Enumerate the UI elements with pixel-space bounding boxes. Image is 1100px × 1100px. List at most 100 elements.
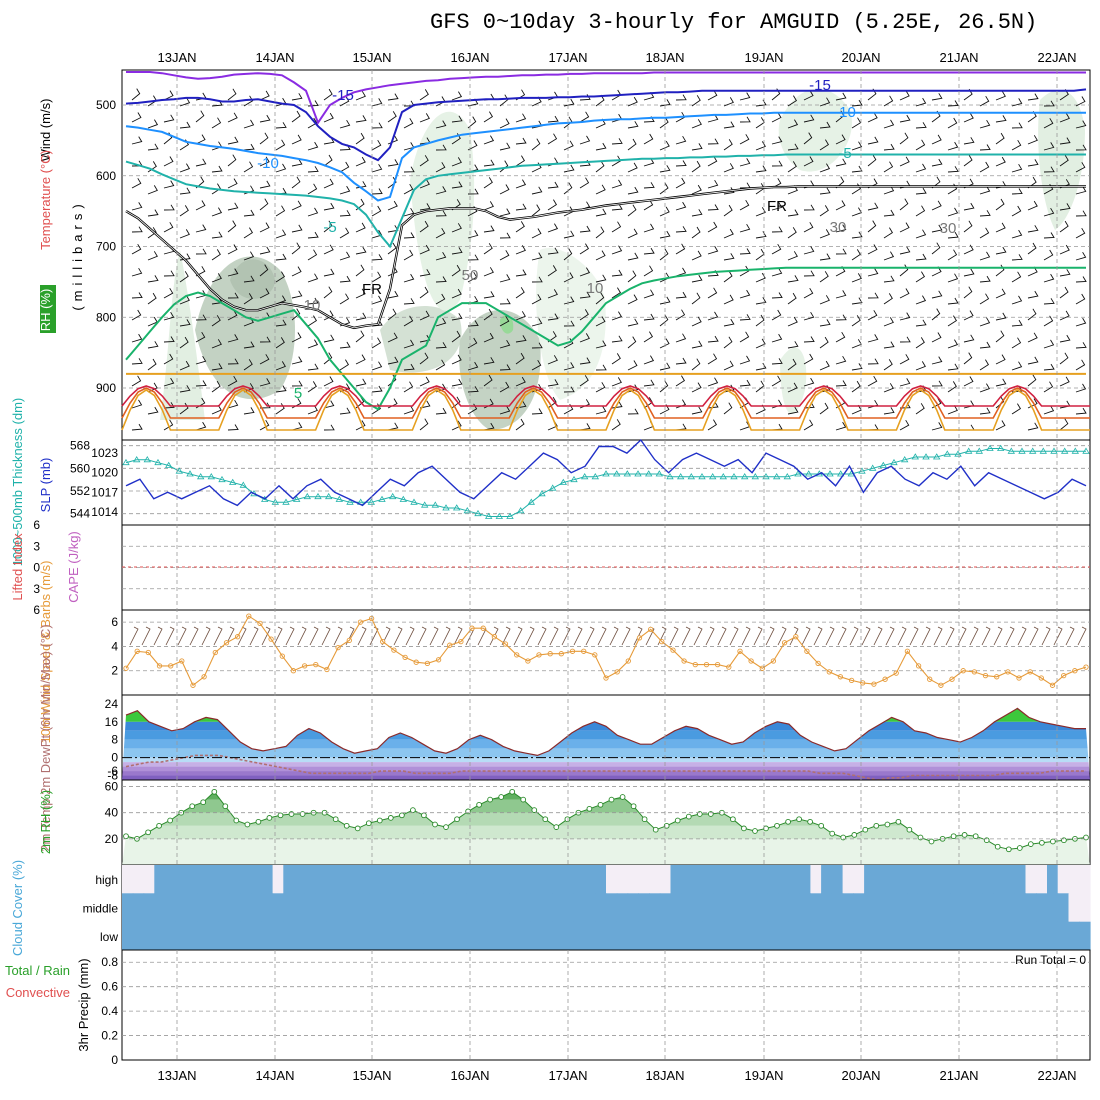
top-date-label: 20JAN xyxy=(841,50,880,65)
pressure-tick-label: 600 xyxy=(96,169,116,183)
wind-barb xyxy=(259,156,270,167)
wind-barb xyxy=(691,340,703,349)
bottom-date-label: 15JAN xyxy=(352,1068,391,1083)
wind-barb xyxy=(179,319,191,327)
wind-barb xyxy=(835,331,846,343)
cloud-cell xyxy=(390,893,403,923)
wind-barb xyxy=(883,383,894,393)
wind-barb xyxy=(851,273,862,283)
upper-air-gridlines xyxy=(122,104,1090,389)
wind-barb xyxy=(419,400,431,409)
cloud-cell xyxy=(1025,921,1037,951)
rh-point xyxy=(829,830,836,837)
cloud-cell xyxy=(390,921,403,951)
wind-barb xyxy=(259,132,269,145)
cloud-cell xyxy=(573,893,586,923)
wind-10m-barb xyxy=(729,626,739,646)
wind-barb xyxy=(195,200,206,211)
wind-barb xyxy=(819,295,830,305)
wind-barb xyxy=(995,396,1005,409)
bottom-date-axis: 13JAN 14JAN 15JAN 16JAN 17JAN 18JAN 19JAN 20JAN… xyxy=(157,1068,1076,1083)
cloud-cell xyxy=(692,865,704,894)
wind-barb xyxy=(1011,254,1023,261)
isotherm--10 xyxy=(125,111,1086,202)
wind-barb xyxy=(339,95,350,107)
thickness-tick-label: 544 xyxy=(70,507,90,521)
wind-barb xyxy=(531,276,543,283)
wind-barb xyxy=(739,199,750,211)
wind-10m-barb xyxy=(381,626,391,646)
cloud-cell xyxy=(229,893,241,923)
wind-barb xyxy=(595,340,607,349)
wind-barb xyxy=(819,205,829,217)
cloud-cell xyxy=(627,893,639,923)
wind-barb xyxy=(1027,225,1039,233)
wind-barb xyxy=(979,161,990,173)
wind-barb xyxy=(1043,249,1054,261)
wind-barb xyxy=(835,290,847,299)
thickness-tick-label: 552 xyxy=(70,484,90,498)
wind-ticks: 2 4 6 xyxy=(111,615,118,678)
contour-label: 5 xyxy=(294,385,302,402)
cloud-cell xyxy=(1047,921,1059,951)
wind-barb xyxy=(819,229,830,239)
rh-point xyxy=(520,796,527,803)
cloud-cell xyxy=(294,921,306,951)
wind-barb xyxy=(259,419,270,431)
wind-barb xyxy=(147,119,159,129)
wind-barb xyxy=(963,376,974,387)
wind-10m-barb xyxy=(981,626,991,646)
contour-label: 10 xyxy=(304,297,321,314)
wind-barb xyxy=(867,375,878,387)
wind-barb xyxy=(803,90,814,101)
wind-barb xyxy=(867,154,877,167)
wind-barb xyxy=(371,205,382,217)
wind-barb xyxy=(771,309,782,321)
wind-barb xyxy=(435,251,447,261)
wind-barb xyxy=(291,93,303,101)
wind-10m-barb xyxy=(825,626,835,646)
cloud-cell xyxy=(606,921,618,951)
wind-barb xyxy=(723,163,734,173)
wind-barb xyxy=(707,204,719,211)
wind-barb xyxy=(179,385,191,393)
cloud-cell xyxy=(756,893,768,923)
temperature-axis-label: Temperature (°C) xyxy=(38,150,53,250)
rh-point xyxy=(454,816,460,823)
wind-10m-barb xyxy=(813,626,823,646)
cloud-cell xyxy=(713,865,725,894)
wind-barb xyxy=(451,264,461,277)
cloud-cell xyxy=(584,893,596,923)
wind-10m-barb xyxy=(177,626,187,646)
rh-point xyxy=(189,803,196,810)
wind-barb xyxy=(1027,93,1039,101)
wind-barb xyxy=(1011,205,1022,217)
wind-barb xyxy=(419,352,429,365)
cloud-cell xyxy=(218,865,231,894)
wind-barb xyxy=(851,297,863,305)
wind-barb xyxy=(1059,418,1069,431)
wind-barb xyxy=(819,121,831,129)
cloud-cell xyxy=(369,921,381,951)
wind-barb xyxy=(915,361,926,371)
wind-barb xyxy=(547,313,559,321)
cloud-cell xyxy=(272,865,284,894)
thickness-slp-panel: 544 552 560 568 1014 1017 1020 1023 1000~500mb … xyxy=(10,398,1091,566)
cloud-cell xyxy=(197,893,209,923)
rh-point xyxy=(685,813,692,820)
cloud-cell xyxy=(917,893,930,923)
wind-barb xyxy=(819,253,831,261)
wind-barb xyxy=(723,204,733,217)
wind-barb xyxy=(579,375,589,387)
li-ticks: 6 3 0 3 6 xyxy=(33,518,40,617)
wind-barb xyxy=(467,337,478,349)
cloud-cell xyxy=(982,893,994,923)
wind-barb xyxy=(963,244,974,255)
wind-barb xyxy=(387,332,398,343)
wind-barb xyxy=(707,419,718,431)
wind-barb xyxy=(355,264,365,277)
wind-barb xyxy=(915,187,927,195)
rh-point xyxy=(233,817,240,824)
wind-barb xyxy=(995,246,1007,255)
wind-barb xyxy=(403,315,414,327)
